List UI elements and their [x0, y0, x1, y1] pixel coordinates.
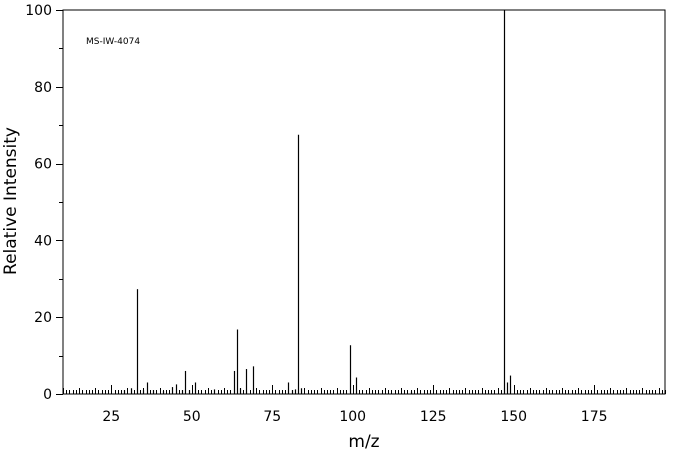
y-tick-label: 80 — [34, 80, 52, 96]
x-tick-label: 125 — [420, 409, 447, 425]
x-tick-label: 175 — [581, 409, 608, 425]
x-tick-label: 75 — [263, 409, 281, 425]
y-tick-label: 0 — [43, 387, 52, 403]
spectrum-id-annotation: MS-IW-4074 — [86, 37, 140, 47]
y-axis: 0 20 40 60 80 100 — [25, 3, 63, 403]
plot-border — [62, 9, 666, 395]
y-tick-label: 60 — [34, 157, 52, 173]
x-tick-label: 25 — [102, 409, 120, 425]
spectrum-peaks — [123, 10, 512, 394]
y-tick-label: 20 — [34, 310, 52, 326]
y-tick-label: 100 — [25, 3, 52, 19]
y-axis-title: Relative Intensity — [1, 127, 21, 275]
x-tick-label: 50 — [183, 409, 201, 425]
y-tick-label: 40 — [34, 233, 52, 249]
x-tick-label: 150 — [500, 409, 527, 425]
plot-frame — [62, 9, 666, 395]
x-tick-label: 100 — [339, 409, 366, 425]
x-axis-title: m/z — [348, 432, 379, 452]
